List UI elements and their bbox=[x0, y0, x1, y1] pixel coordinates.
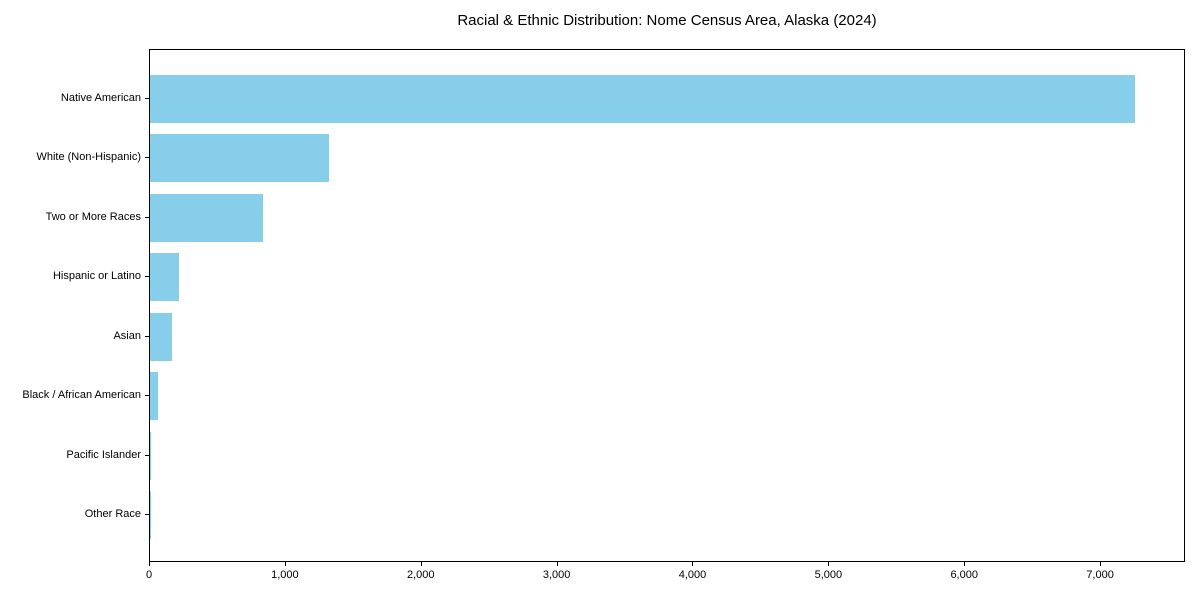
y-tick-label: Other Race bbox=[84, 508, 141, 520]
x-tick-label: 1,000 bbox=[271, 569, 299, 581]
y-tick-mark bbox=[145, 395, 149, 396]
x-tick-mark bbox=[420, 562, 422, 566]
x-tick-mark bbox=[1100, 562, 1102, 566]
x-tick-label: 5,000 bbox=[814, 569, 843, 581]
x-tick-label: 3,000 bbox=[542, 569, 571, 581]
bar bbox=[150, 74, 1136, 123]
x-tick-label: 2,000 bbox=[406, 569, 435, 581]
x-tick-mark bbox=[964, 562, 966, 566]
x-tick-label: 7,000 bbox=[1086, 569, 1114, 581]
bar bbox=[150, 491, 151, 539]
y-tick-label: Two or More Races bbox=[45, 210, 141, 223]
y-tick-mark bbox=[145, 216, 149, 218]
x-tick-label: 4,000 bbox=[678, 569, 707, 581]
x-tick-mark bbox=[692, 562, 694, 566]
y-tick-mark bbox=[145, 335, 149, 337]
plot-area bbox=[149, 49, 1185, 562]
y-tick-mark bbox=[145, 454, 149, 456]
y-tick-mark bbox=[145, 157, 149, 158]
x-tick-label: 6,000 bbox=[950, 569, 978, 581]
bar bbox=[150, 253, 180, 301]
x-tick-mark bbox=[556, 562, 558, 566]
y-tick-label: White (Non-Hispanic) bbox=[36, 151, 141, 163]
y-tick-label: Hispanic or Latino bbox=[52, 270, 141, 282]
bar bbox=[150, 134, 330, 182]
y-tick-mark bbox=[145, 514, 149, 515]
x-tick-label: 0 bbox=[145, 569, 153, 581]
chart-title: Racial & Ethnic Distribution: Nome Censu… bbox=[457, 12, 877, 29]
bar bbox=[150, 312, 173, 361]
x-tick-mark bbox=[284, 562, 286, 566]
y-tick-label: Pacific Islander bbox=[66, 448, 141, 461]
bar bbox=[150, 372, 158, 420]
y-tick-label: Native American bbox=[60, 91, 141, 104]
x-tick-mark bbox=[149, 562, 150, 566]
y-tick-mark bbox=[145, 276, 149, 277]
bar bbox=[150, 431, 152, 480]
bar bbox=[150, 193, 263, 242]
y-tick-label: Asian bbox=[113, 329, 141, 342]
y-tick-label: Black / African American bbox=[22, 389, 141, 401]
y-tick-mark bbox=[145, 97, 149, 99]
x-tick-mark bbox=[828, 562, 830, 566]
